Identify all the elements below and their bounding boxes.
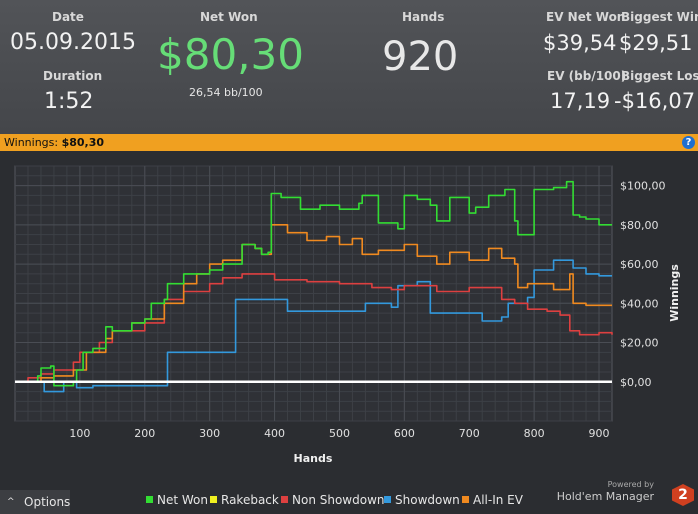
legend-swatch [384, 496, 391, 503]
legend-item-showdown[interactable]: Showdown [384, 493, 460, 507]
legend-label: Showdown [395, 493, 460, 507]
series-line-net-won [15, 180, 612, 387]
legend-item-net-won[interactable]: Net Won [146, 493, 208, 507]
options-label: Options [24, 495, 71, 509]
winnings-bar: Winnings: $80,30 ? [0, 134, 698, 151]
legend-swatch [210, 496, 217, 503]
ev-net-won-label: EV Net Won [546, 10, 626, 24]
biggest-loss-value: -$16,07 [614, 89, 696, 113]
x-tick-label: 800 [524, 427, 545, 440]
biggest-win-value: $29,51 [619, 31, 693, 55]
net-won-value: $80,30 [157, 30, 304, 79]
legend-item-rakeback[interactable]: Rakeback [210, 493, 279, 507]
footer: ^ Options Net Won Rakeback Non Showdown … [0, 480, 698, 514]
date-label: Date [52, 10, 84, 24]
duration-value: 1:52 [44, 89, 94, 114]
legend-item-all-in-ev[interactable]: All-In EV [462, 493, 523, 507]
axis-layer: 100 200 300 400 500 600 700 800 900 $0,00 $20,00 $4… [69, 180, 665, 440]
series-line-showdown [15, 259, 612, 393]
powered-by-text: Powered by [607, 480, 654, 489]
legend-label: Non Showdown [292, 493, 385, 507]
chart-area: 100 200 300 400 500 600 700 800 900 $0,00 $20,00 $4… [0, 151, 698, 491]
legend-swatch [281, 496, 288, 503]
hands-label: Hands [402, 10, 445, 24]
legend-label: Net Won [157, 493, 208, 507]
y-tick-label: $0,00 [620, 376, 652, 389]
x-tick-label: 400 [264, 427, 285, 440]
duration-label: Duration [43, 69, 103, 83]
y-axis-label: Winnings [668, 264, 681, 322]
chevron-up-icon: ^ [7, 497, 15, 507]
x-axis-label: Hands [294, 452, 333, 465]
x-tick-label: 700 [459, 427, 480, 440]
x-tick-label: 900 [589, 427, 610, 440]
ev-bb100-label: EV (bb/100) [547, 69, 627, 83]
legend-swatch [146, 496, 153, 503]
x-tick-label: 300 [199, 427, 220, 440]
x-tick-label: 600 [394, 427, 415, 440]
winnings-label: Winnings: [4, 136, 59, 149]
winnings-value: $80,30 [61, 136, 105, 149]
x-tick-label: 200 [134, 427, 155, 440]
date-value: 05.09.2015 [10, 30, 136, 55]
biggest-win-label: Biggest Win [621, 10, 698, 24]
stats-panel: Date 05.09.2015 Duration 1:52 Net Won $8… [0, 0, 698, 134]
legend-label: All-In EV [473, 493, 523, 507]
legend-item-non-showdown[interactable]: Non Showdown [281, 493, 385, 507]
brand-logo: Powered by Hold'em Manager 2 [554, 480, 694, 512]
series-line-non-showdown [15, 273, 613, 383]
ev-net-won-value: $39,54 [543, 31, 617, 55]
help-icon[interactable]: ? [682, 136, 695, 149]
y-tick-label: $100,00 [620, 180, 666, 193]
options-button[interactable]: ^ Options [0, 490, 70, 514]
brand-name: Hold'em Manager [556, 490, 654, 503]
winnings-chart: 100 200 300 400 500 600 700 800 900 $0,00 $20,00 $4… [14, 165, 681, 465]
legend-swatch [462, 496, 469, 503]
biggest-loss-label: Biggest Loss [621, 69, 698, 83]
y-tick-label: $20,00 [620, 337, 659, 350]
y-tick-label: $60,00 [620, 258, 659, 271]
legend-label: Rakeback [221, 493, 279, 507]
net-won-label: Net Won [200, 10, 258, 24]
y-tick-label: $40,00 [620, 297, 659, 310]
ev-bb100-value: 17,19 [550, 89, 611, 113]
hands-value: 920 [382, 34, 459, 80]
x-tick-label: 500 [329, 427, 350, 440]
series-layer [15, 180, 613, 393]
net-won-bb100: 26,54 bb/100 [189, 86, 263, 99]
x-tick-label: 100 [69, 427, 90, 440]
y-tick-label: $80,00 [620, 219, 659, 232]
brand-hexagon-icon: 2 [672, 484, 694, 506]
